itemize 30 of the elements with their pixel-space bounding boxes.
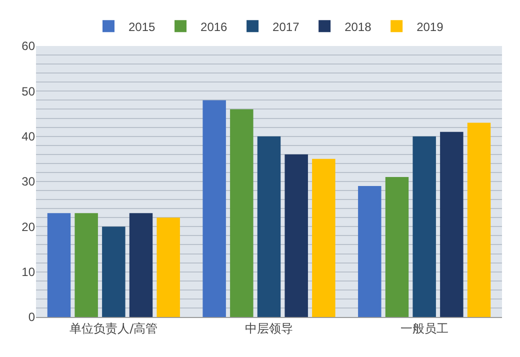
bar: [129, 213, 153, 317]
x-tick-label: 一般员工: [400, 321, 448, 336]
bar: [102, 226, 126, 317]
bar: [47, 213, 71, 317]
legend-label: 2019: [416, 20, 444, 34]
bar: [467, 122, 491, 317]
x-tick-label: 中层领导: [245, 321, 293, 336]
bar: [202, 100, 226, 317]
legend-label: 2016: [200, 20, 228, 34]
bar: [156, 218, 180, 317]
bar: [385, 176, 409, 317]
y-tick-label: 60: [22, 39, 36, 54]
y-tick-label: 30: [22, 174, 36, 189]
y-tick-label: 0: [28, 310, 36, 324]
bar: [257, 136, 281, 317]
bar: [312, 158, 336, 317]
bar: [358, 186, 382, 317]
legend-label: 2018: [344, 20, 372, 34]
legend-label: 2017: [272, 20, 300, 34]
y-tick-label: 20: [22, 220, 36, 234]
legend-label: 2015: [128, 20, 156, 34]
y-tick-label: 40: [22, 130, 36, 144]
x-tick-label: 单位负责人/高管: [70, 321, 158, 336]
bar: [74, 213, 98, 317]
bar: [230, 109, 254, 317]
bar: [412, 136, 436, 317]
y-tick-label: 10: [22, 265, 36, 280]
y-tick-label: 50: [22, 84, 36, 98]
bar: [284, 154, 308, 317]
bar: [440, 132, 464, 317]
